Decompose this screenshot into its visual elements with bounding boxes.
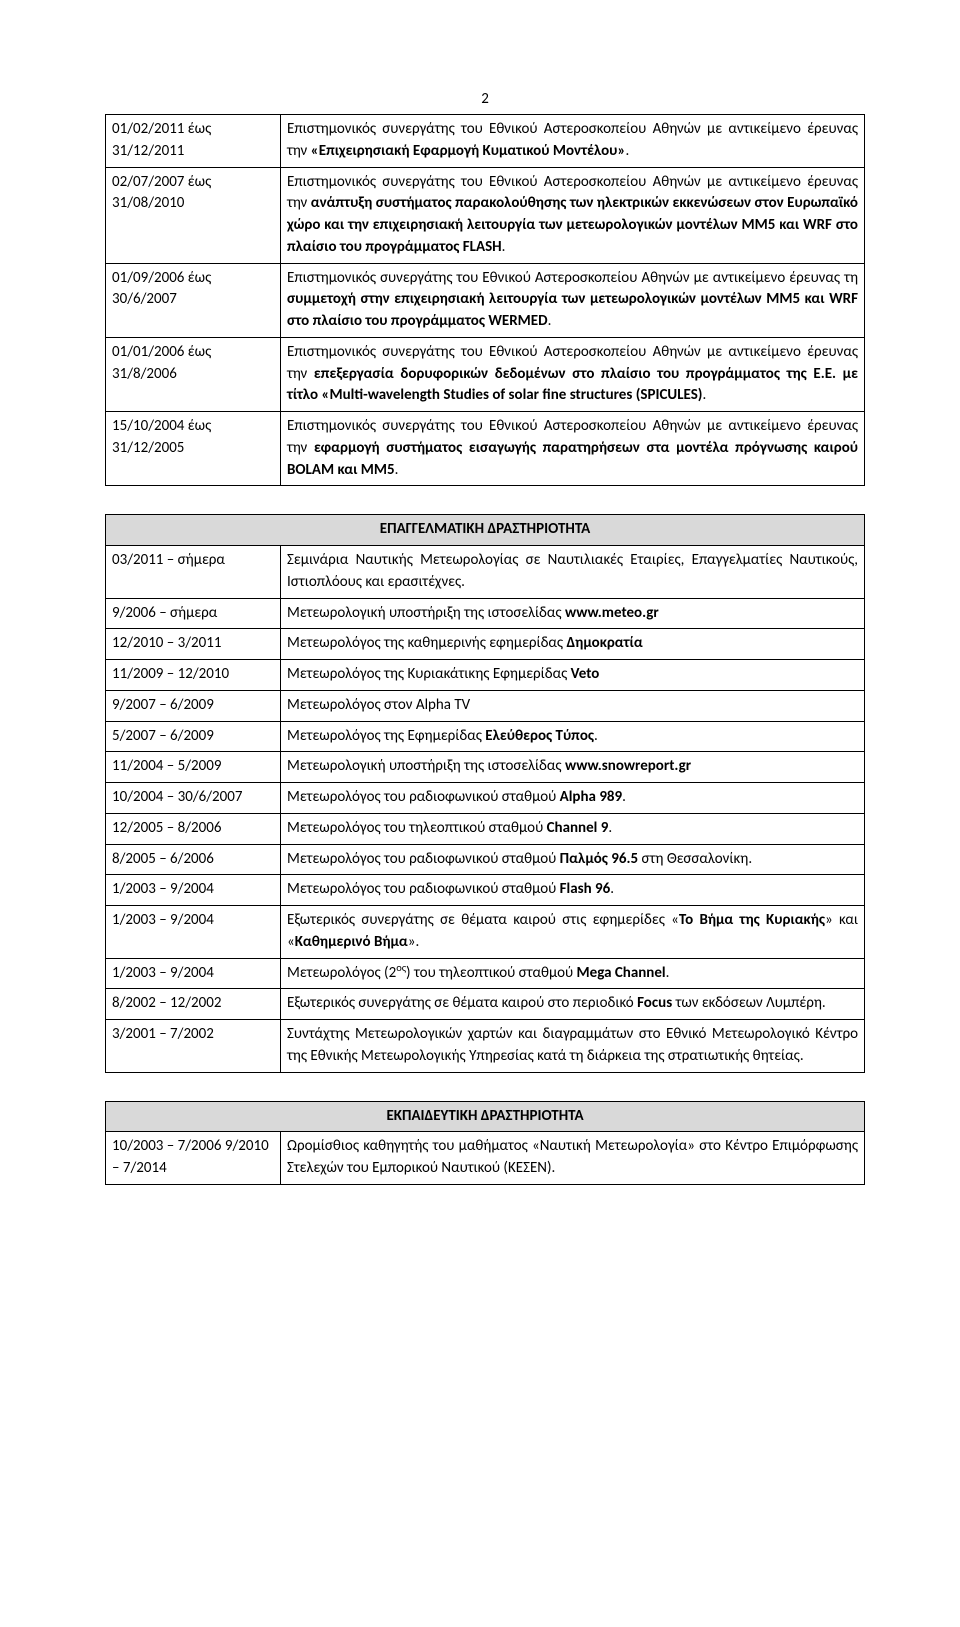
table-cell-date: 8/2002 – 12/2002 [106, 989, 281, 1020]
table-cell-desc: Μετεωρολόγος στον Alpha TV [281, 690, 865, 721]
table-row: 8/2005 – 6/2006Μετεωρολόγος του ραδιοφων… [106, 844, 865, 875]
table-cell-desc: Ωρομίσθιος καθηγητής του μαθήματος «Ναυτ… [281, 1132, 865, 1185]
table-cell-desc: Επιστημονικός συνεργάτης του Εθνικού Αστ… [281, 412, 865, 486]
table-cell-desc: Μετεωρολόγος της Κυριακάτικης Εφημερίδας… [281, 660, 865, 691]
table-cell-date: 01/02/2011 έως 31/12/2011 [106, 115, 281, 168]
table-row: 10/2003 – 7/2006 9/2010 – 7/2014Ωρομίσθι… [106, 1132, 865, 1185]
table-row: 01/01/2006 έως 31/8/2006Επιστημονικός συ… [106, 337, 865, 411]
table-cell-date: 10/2004 – 30/6/2007 [106, 783, 281, 814]
table-cell-desc: Μετεωρολόγος της Εφημερίδας Ελεύθερος Τύ… [281, 721, 865, 752]
table-cell-desc: Επιστημονικός συνεργάτης του Εθνικού Αστ… [281, 167, 865, 263]
table-row: 9/2006 – σήμεραΜετεωρολογική υποστήριξη … [106, 598, 865, 629]
table-cell-desc: Εξωτερικός συνεργάτης σε θέματα καιρού σ… [281, 989, 865, 1020]
table-cell-desc: Μετεωρολόγος του ραδιοφωνικού σταθμού Πα… [281, 844, 865, 875]
table-cell-desc: Μετεωρολόγος (2ος) του τηλεοπτικού σταθμ… [281, 958, 865, 989]
table-row: 11/2004 – 5/2009Μετεωρολογική υποστήριξη… [106, 752, 865, 783]
table-row: 1/2003 – 9/2004Εξωτερικός συνεργάτης σε … [106, 906, 865, 959]
table-cell-date: 11/2009 – 12/2010 [106, 660, 281, 691]
table-cell-desc: Επιστημονικός συνεργάτης του Εθνικού Αστ… [281, 337, 865, 411]
table-row: 10/2004 – 30/6/2007Μετεωρολόγος του ραδι… [106, 783, 865, 814]
table-row: 03/2011 – σήμεραΣεμινάρια Ναυτικής Μετεω… [106, 546, 865, 599]
table-cell-desc: Σεμινάρια Ναυτικής Μετεωρολογίας σε Ναυτ… [281, 546, 865, 599]
table-row: 11/2009 – 12/2010Μετεωρολόγος της Κυριακ… [106, 660, 865, 691]
table-cell-date: 1/2003 – 9/2004 [106, 906, 281, 959]
table-row: 9/2007 – 6/2009Μετεωρολόγος στον Alpha T… [106, 690, 865, 721]
table-row: 12/2005 – 8/2006Μετεωρολόγος του τηλεοπτ… [106, 813, 865, 844]
table-row: 15/10/2004 έως 31/12/2005Επιστημονικός σ… [106, 412, 865, 486]
table-cell-desc: Μετεωρολόγος του ραδιοφωνικού σταθμού Fl… [281, 875, 865, 906]
table-cell-date: 03/2011 – σήμερα [106, 546, 281, 599]
table-cell-date: 12/2010 – 3/2011 [106, 629, 281, 660]
educational-table: ΕΚΠΑΙΔΕΥΤΙΚΗ ΔΡΑΣΤΗΡΙΟΤΗΤΑ 10/2003 – 7/2… [105, 1101, 865, 1185]
table-cell-date: 1/2003 – 9/2004 [106, 958, 281, 989]
research-table: 01/02/2011 έως 31/12/2011Επιστημονικός σ… [105, 114, 865, 486]
table-row: 01/09/2006 έως 30/6/2007Επιστημονικός συ… [106, 263, 865, 337]
table-row: 8/2002 – 12/2002Εξωτερικός συνεργάτης σε… [106, 989, 865, 1020]
table-cell-date: 9/2006 – σήμερα [106, 598, 281, 629]
table-cell-desc: Μετεωρολόγος του ραδιοφωνικού σταθμού Al… [281, 783, 865, 814]
table-row: 3/2001 – 7/2002Συντάχτης Μετεωρολογικών … [106, 1020, 865, 1073]
table-cell-date: 5/2007 – 6/2009 [106, 721, 281, 752]
table-cell-date: 3/2001 – 7/2002 [106, 1020, 281, 1073]
table-cell-date: 10/2003 – 7/2006 9/2010 – 7/2014 [106, 1132, 281, 1185]
table-cell-desc: Μετεωρολογική υποστήριξη της ιστοσελίδας… [281, 752, 865, 783]
table-cell-date: 11/2004 – 5/2009 [106, 752, 281, 783]
table-cell-desc: Μετεωρολογική υποστήριξη της ιστοσελίδας… [281, 598, 865, 629]
table-cell-date: 1/2003 – 9/2004 [106, 875, 281, 906]
table-row: 1/2003 – 9/2004Μετεωρολόγος (2ος) του τη… [106, 958, 865, 989]
professional-header: ΕΠΑΓΓΕΛΜΑΤΙΚΗ ΔΡΑΣΤΗΡΙΟΤΗΤΑ [106, 515, 865, 546]
professional-table: ΕΠΑΓΓΕΛΜΑΤΙΚΗ ΔΡΑΣΤΗΡΙΟΤΗΤΑ 03/2011 – σή… [105, 514, 865, 1072]
page-number: 2 [105, 90, 865, 108]
page-container: 2 01/02/2011 έως 31/12/2011Επιστημονικός… [0, 0, 960, 1273]
table-cell-desc: Μετεωρολόγος του τηλεοπτικού σταθμού Cha… [281, 813, 865, 844]
table-cell-date: 15/10/2004 έως 31/12/2005 [106, 412, 281, 486]
table-row: 12/2010 – 3/2011Μετεωρολόγος της καθημερ… [106, 629, 865, 660]
educational-header: ΕΚΠΑΙΔΕΥΤΙΚΗ ΔΡΑΣΤΗΡΙΟΤΗΤΑ [106, 1101, 865, 1132]
table-cell-desc: Επιστημονικός συνεργάτης του Εθνικού Αστ… [281, 115, 865, 168]
table-cell-date: 12/2005 – 8/2006 [106, 813, 281, 844]
table-row: 01/02/2011 έως 31/12/2011Επιστημονικός σ… [106, 115, 865, 168]
table-cell-date: 9/2007 – 6/2009 [106, 690, 281, 721]
table-row: 1/2003 – 9/2004Μετεωρολόγος του ραδιοφων… [106, 875, 865, 906]
table-cell-date: 01/09/2006 έως 30/6/2007 [106, 263, 281, 337]
table-cell-date: 01/01/2006 έως 31/8/2006 [106, 337, 281, 411]
table-cell-desc: Μετεωρολόγος της καθημερινής εφημερίδας … [281, 629, 865, 660]
table-row: 02/07/2007 έως 31/08/2010Επιστημονικός σ… [106, 167, 865, 263]
table-row: 5/2007 – 6/2009Μετεωρολόγος της Εφημερίδ… [106, 721, 865, 752]
table-cell-desc: Συντάχτης Μετεωρολογικών χαρτών και διαγ… [281, 1020, 865, 1073]
table-cell-desc: Εξωτερικός συνεργάτης σε θέματα καιρού σ… [281, 906, 865, 959]
table-cell-desc: Επιστημονικός συνεργάτης του Εθνικού Αστ… [281, 263, 865, 337]
table-cell-date: 8/2005 – 6/2006 [106, 844, 281, 875]
table-cell-date: 02/07/2007 έως 31/08/2010 [106, 167, 281, 263]
